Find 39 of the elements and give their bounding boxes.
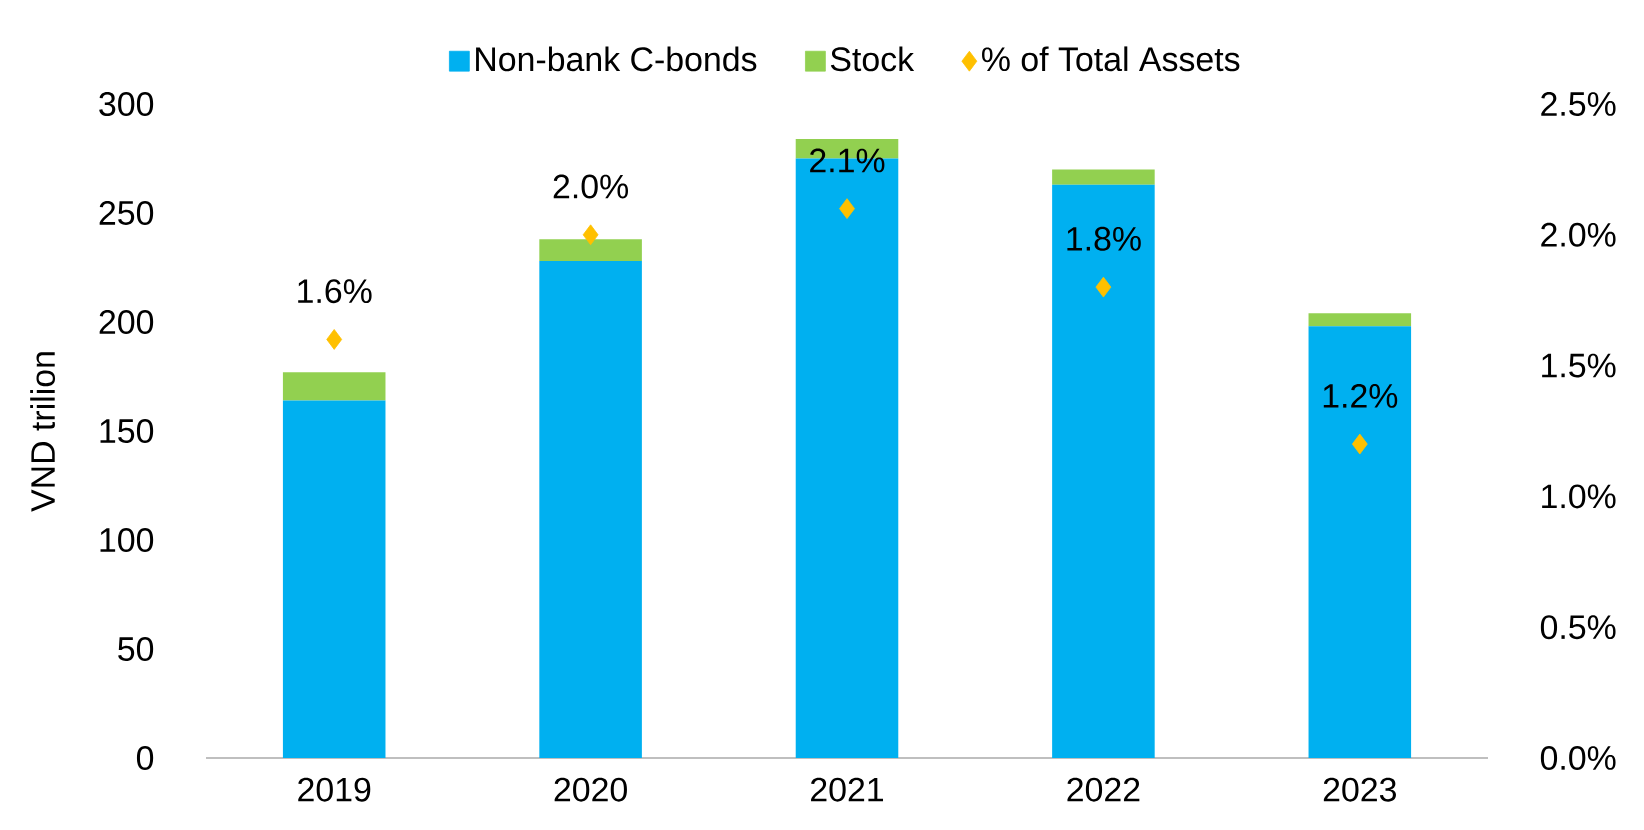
point	[582, 224, 599, 246]
y-tick-label: 150	[100, 419, 154, 443]
y-tick-label: 200	[99, 310, 154, 334]
y-tick-label: 250	[99, 201, 154, 225]
y-axis-title: VND trilion	[30, 352, 56, 512]
y-tick-label: 50	[118, 637, 154, 662]
bar	[1052, 169, 1155, 185]
bar	[539, 239, 642, 261]
y-tick-label: 0	[136, 746, 154, 771]
bar	[282, 400, 386, 758]
legend-label: Stock	[830, 46, 915, 72]
y2-tick-label: 1.5%	[1542, 353, 1616, 378]
y2-tick-label: 0.0%	[1540, 746, 1616, 771]
bar	[539, 260, 642, 758]
data-label: 1.2%	[1323, 383, 1398, 408]
x-tick-label: 2019	[298, 777, 371, 802]
legend-label: % of Total Assets	[982, 46, 1240, 72]
y2-tick-label: 2.0%	[1541, 222, 1616, 247]
x-tick-label: 2021	[811, 777, 884, 802]
point	[326, 329, 343, 350]
data-label: 1.8%	[1067, 226, 1141, 251]
y-tick-label: 100	[100, 528, 154, 552]
x-tick-label: 2020	[554, 777, 627, 802]
y2-tick-label: 1.0%	[1542, 484, 1616, 509]
y-tick-label: 300	[99, 92, 154, 116]
x-tick-label: 2023	[1323, 777, 1396, 802]
point	[1095, 276, 1112, 298]
x-tick-label: 2022	[1067, 777, 1140, 802]
bar	[1052, 184, 1155, 758]
data-label: 1.6%	[298, 279, 372, 304]
point	[1351, 433, 1368, 455]
data-label: 2.0%	[553, 174, 628, 199]
bar	[1308, 326, 1412, 758]
point	[839, 198, 855, 219]
y2-tick-label: 0.5%	[1540, 615, 1616, 640]
y2-tick-label: 2.5%	[1541, 92, 1616, 116]
bar	[282, 372, 386, 401]
legend-label: Non-bank C-bonds	[476, 46, 757, 72]
bar	[1308, 313, 1412, 327]
